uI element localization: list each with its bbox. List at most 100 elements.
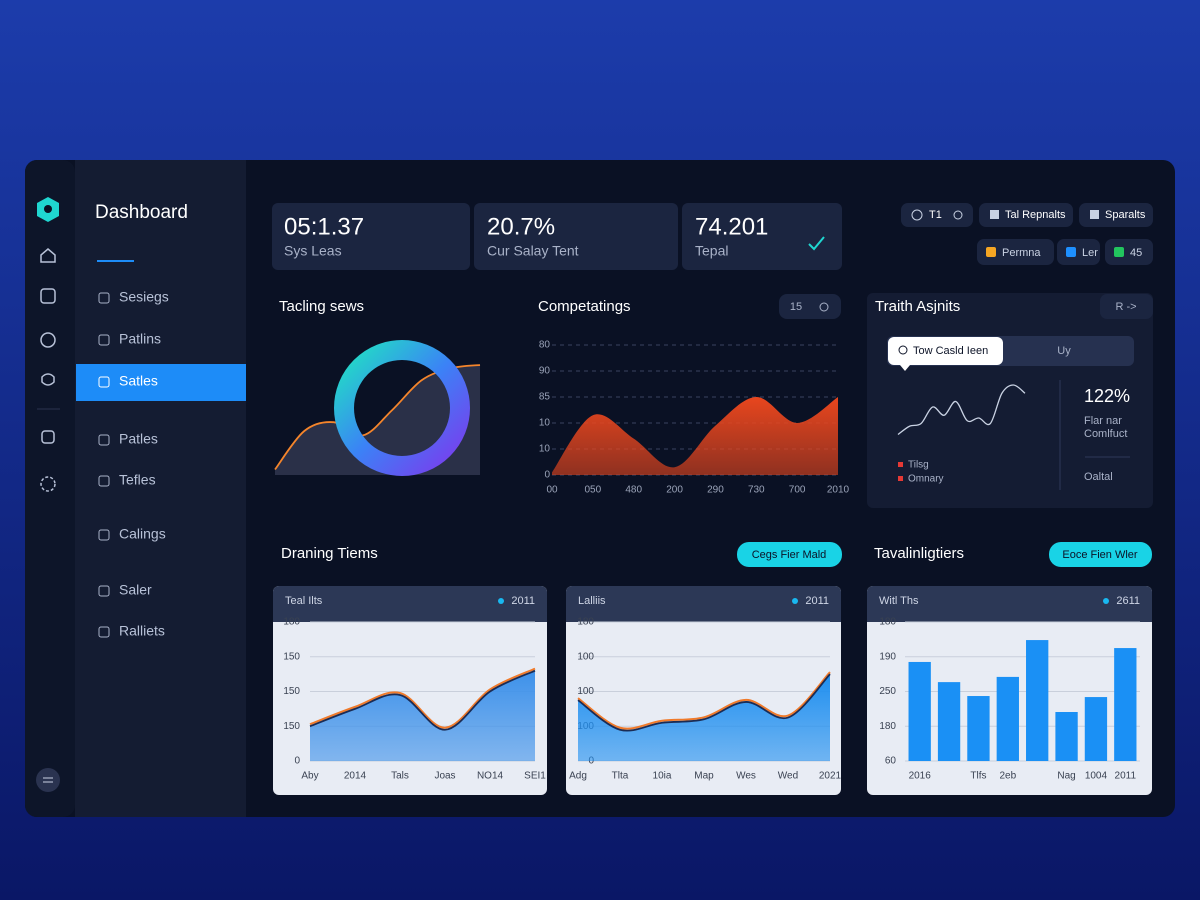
panel-button[interactable]	[1100, 294, 1153, 319]
x-tick-label: 290	[707, 485, 724, 496]
x-tick-label: Aby	[301, 771, 318, 782]
x-tick-label: 700	[789, 485, 806, 496]
y-tick-label: 80	[539, 340, 551, 351]
tab-pointer	[900, 365, 910, 371]
home-icon[interactable]	[40, 248, 56, 263]
bar	[1055, 712, 1078, 761]
x-tick-label: 10ia	[653, 771, 672, 782]
toolbar-button[interactable]	[1079, 203, 1153, 227]
nav-item[interactable]: Saler	[119, 582, 152, 598]
x-tick-label: 2010	[827, 485, 850, 496]
icon	[953, 210, 963, 220]
sidebar	[75, 160, 246, 817]
section-title: Draning Tiems	[281, 545, 378, 562]
nav-item[interactable]: Satles	[119, 373, 158, 389]
x-tick-label: 2014	[344, 771, 367, 782]
section-button[interactable]	[1049, 542, 1152, 567]
range-toggle[interactable]	[779, 294, 841, 319]
nav-item[interactable]: Patlins	[119, 331, 161, 347]
nav-icon	[98, 334, 110, 346]
x-tick-label: 00	[546, 485, 558, 496]
sidebar-title: Dashboard	[95, 202, 188, 223]
x-tick-label: Tlta	[612, 771, 629, 782]
bar	[1026, 640, 1049, 761]
button-label: Tal Repnalts	[1005, 209, 1066, 221]
y-tick-label: 100	[577, 651, 594, 662]
legend-swatch	[1114, 247, 1124, 257]
x-tick-label: 1004	[1085, 771, 1108, 782]
nav-icon	[98, 292, 110, 304]
bar	[967, 696, 990, 761]
area-highlight	[577, 671, 831, 730]
tab-icon	[898, 345, 908, 355]
card-header	[566, 586, 841, 622]
panel-title: Competatings	[538, 298, 631, 315]
y-tick-label: 180	[283, 617, 300, 628]
button-label: T1	[929, 209, 942, 221]
y-tick-label: 250	[879, 686, 896, 697]
x-tick-label: Joas	[434, 771, 455, 782]
button-label: R ->	[1115, 301, 1136, 313]
card-title: Lalliis	[578, 595, 606, 607]
y-tick-label: 90	[539, 366, 551, 377]
y-tick-label: 85	[539, 392, 551, 403]
y-tick-label: 180	[879, 617, 896, 628]
nav-icon[interactable]	[40, 288, 56, 304]
nav-item[interactable]: Tefles	[119, 472, 156, 488]
legend-swatch	[898, 476, 903, 481]
nav-item[interactable]: Patles	[119, 431, 158, 447]
x-tick-label: 480	[625, 485, 642, 496]
y-tick-label: 0	[294, 756, 300, 767]
nav-item[interactable]: Ralliets	[119, 623, 165, 639]
legend-chip[interactable]	[1057, 239, 1100, 265]
x-tick-label: 200	[666, 485, 683, 496]
y-tick-label: 60	[885, 756, 897, 767]
nav-item[interactable]: Sesiegs	[119, 289, 169, 305]
x-tick-label: 2021	[819, 771, 842, 782]
card-year: 2011	[805, 595, 829, 607]
nav-icon[interactable]	[41, 430, 55, 444]
settings-icon[interactable]	[40, 476, 56, 492]
nav-icon	[98, 626, 110, 638]
nav-icon	[98, 529, 110, 541]
section-button[interactable]	[737, 542, 842, 567]
toolbar-button[interactable]	[901, 203, 973, 227]
menu-button[interactable]	[36, 768, 60, 792]
section-title: Tavalinligtiers	[874, 545, 964, 562]
stat-card	[272, 203, 470, 270]
nav-icon[interactable]	[40, 332, 56, 348]
metric-label: Flar nar	[1084, 415, 1122, 427]
y-tick-label: 0	[588, 756, 594, 767]
stat-value: 05:1.37	[284, 213, 364, 240]
y-tick-label: 150	[283, 651, 300, 662]
nav-icon	[98, 376, 110, 388]
tab-label[interactable]: Uy	[1057, 345, 1071, 357]
metric-value: 122%	[1084, 386, 1130, 406]
legend-label: Permna	[1002, 247, 1041, 259]
legend-chip[interactable]	[1105, 239, 1153, 265]
tab-active[interactable]	[888, 337, 1003, 365]
legend-label: Omnary	[908, 474, 944, 485]
card-header	[273, 586, 547, 622]
toolbar-button[interactable]	[979, 203, 1073, 227]
bar	[1114, 648, 1137, 761]
stat-label: Sys Leas	[284, 243, 342, 259]
panel-title: Traith Asjnits	[875, 298, 960, 315]
card-year: 2611	[1116, 595, 1140, 607]
y-tick-label: 150	[283, 686, 300, 697]
x-tick-label: Wed	[778, 771, 798, 782]
nav-icon	[98, 475, 110, 487]
nav-item[interactable]: Calings	[119, 526, 166, 542]
stat-label: Cur Salay Tent	[487, 243, 579, 259]
tab-label: Tow Casld Ieen	[913, 345, 988, 357]
x-tick-label: Nag	[1057, 771, 1075, 782]
bar	[996, 676, 1019, 761]
nav-icon[interactable]	[41, 373, 55, 386]
stat-label: Tepal	[695, 243, 728, 259]
legend-chip[interactable]	[977, 239, 1054, 265]
card-dot	[792, 598, 798, 604]
bar	[908, 661, 931, 761]
panel-title: Tacling sews	[279, 298, 364, 315]
metric-footer: Oaltal	[1084, 471, 1113, 483]
